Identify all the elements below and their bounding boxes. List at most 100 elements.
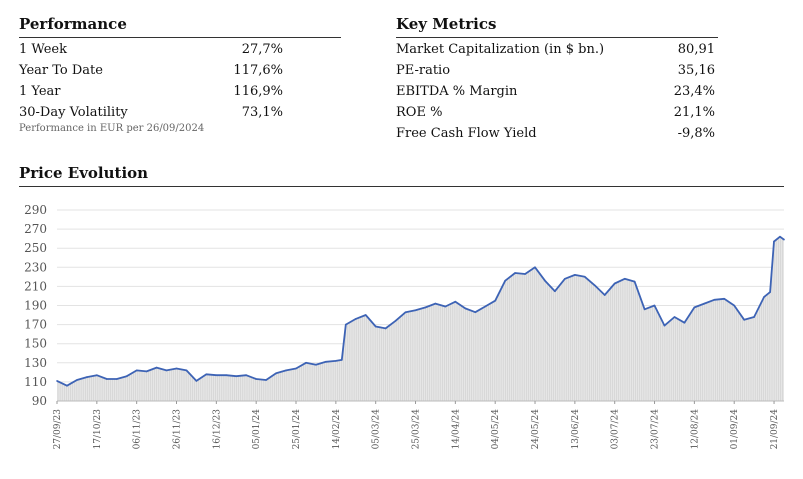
price-point [345, 323, 347, 326]
performance-label: Year To Date [19, 63, 103, 78]
y-tick-label: 90 [32, 394, 47, 408]
price-point [285, 369, 287, 372]
price-point [703, 302, 706, 305]
x-tick-label: 05/01/24 [252, 409, 262, 450]
performance-row: Year To Date 117,6% [19, 63, 283, 78]
x-tick-label: 27/09/23 [53, 409, 63, 450]
price-point [633, 280, 636, 283]
metrics-label: Market Capitalization (in $ bn.) [396, 42, 605, 57]
performance-label: 30-Day Volatility [19, 105, 128, 120]
y-tick-label: 130 [24, 356, 47, 370]
price-chart: 90 110 130 150 170 190 210 230 250 270 290 27/09/23… [24, 203, 785, 450]
performance-value: 117,6% [233, 63, 283, 78]
y-tick-label: 190 [24, 299, 47, 313]
price-point [135, 369, 138, 372]
price-point [554, 290, 556, 292]
price-point [404, 311, 407, 313]
price-point [245, 374, 247, 376]
price-point [335, 360, 337, 362]
x-tick-label: 06/11/23 [133, 409, 143, 450]
metrics-row: PE-ratio 35,16 [396, 63, 715, 78]
y-tick-label: 170 [24, 318, 47, 332]
price-point [584, 276, 586, 278]
metrics-value: 23,4% [673, 84, 715, 99]
price-point [341, 359, 343, 361]
price-point [494, 299, 497, 302]
price-point [355, 318, 357, 320]
price-point [125, 375, 128, 377]
price-point [663, 324, 666, 327]
price-point [96, 374, 98, 376]
metrics-row: Market Capitalization (in $ bn.) 80,91 [396, 42, 715, 57]
price-point [444, 305, 447, 308]
price-point [106, 378, 108, 380]
performance-row: 1 Year 116,9% [19, 84, 283, 99]
price-evolution-rule [19, 186, 784, 187]
x-tick-label: 14/04/24 [451, 409, 461, 450]
price-point [733, 304, 735, 307]
daily-bars [57, 237, 783, 401]
performance-row: 1 Week 27,7% [19, 42, 283, 57]
price-point [374, 325, 377, 328]
price-point [235, 375, 238, 377]
y-tick-label: 210 [24, 279, 47, 293]
price-point [643, 308, 646, 311]
price-point [594, 284, 596, 287]
price-point [364, 314, 367, 316]
price-point [384, 327, 387, 330]
price-point [769, 291, 771, 293]
x-tick-label: 04/05/24 [491, 409, 501, 450]
price-point [524, 273, 526, 275]
x-tick-label: 12/08/24 [690, 409, 700, 450]
performance-note: Performance in EUR per 26/09/2024 [19, 123, 205, 134]
performance-label: 1 Week [19, 42, 67, 57]
price-point [574, 274, 576, 276]
performance-value: 27,7% [241, 42, 283, 57]
price-point [145, 370, 148, 373]
metrics-row: EBITDA % Margin 23,4% [396, 84, 715, 99]
performance-row: 30-Day Volatility 73,1% [19, 105, 283, 120]
x-tick-label: 03/07/24 [611, 409, 621, 450]
y-tick-label: 270 [24, 222, 47, 236]
price-point [305, 362, 307, 364]
price-point [295, 367, 297, 370]
price-point [205, 373, 208, 376]
price-point [325, 361, 327, 363]
price-point [414, 309, 417, 312]
price-point [713, 299, 716, 301]
price-area-fill [57, 236, 784, 401]
price-point [155, 366, 158, 369]
x-tick-label: 25/03/24 [412, 409, 422, 450]
price-point [394, 320, 397, 322]
price-point [723, 298, 725, 300]
x-tick-label: 24/05/24 [531, 409, 541, 450]
price-point [743, 319, 745, 321]
price-point [504, 279, 507, 282]
price-point [175, 367, 178, 370]
performance-value: 73,1% [241, 105, 283, 120]
price-point [653, 304, 656, 307]
price-point [225, 374, 228, 376]
price-point [613, 282, 616, 285]
price-point [693, 306, 696, 309]
price-point [86, 376, 88, 378]
y-tick-label: 290 [24, 203, 47, 217]
y-tick-label: 250 [24, 241, 47, 255]
price-point [783, 238, 785, 241]
price-point [76, 379, 78, 381]
price-point [544, 279, 546, 282]
y-tick-label: 150 [24, 337, 47, 351]
price-point [424, 306, 427, 309]
price-point [454, 300, 457, 303]
metrics-row: Free Cash Flow Yield -9,8% [396, 126, 715, 141]
x-tick-label: 05/03/24 [372, 409, 382, 450]
price-point [66, 384, 68, 387]
performance-value: 116,9% [233, 84, 283, 99]
performance-label: 1 Year [19, 84, 61, 99]
price-point [215, 374, 218, 376]
price-point [265, 379, 267, 381]
price-point [255, 378, 257, 380]
price-point [773, 240, 775, 243]
performance-title: Performance [19, 15, 127, 33]
x-tick-label: 23/07/24 [651, 409, 661, 450]
